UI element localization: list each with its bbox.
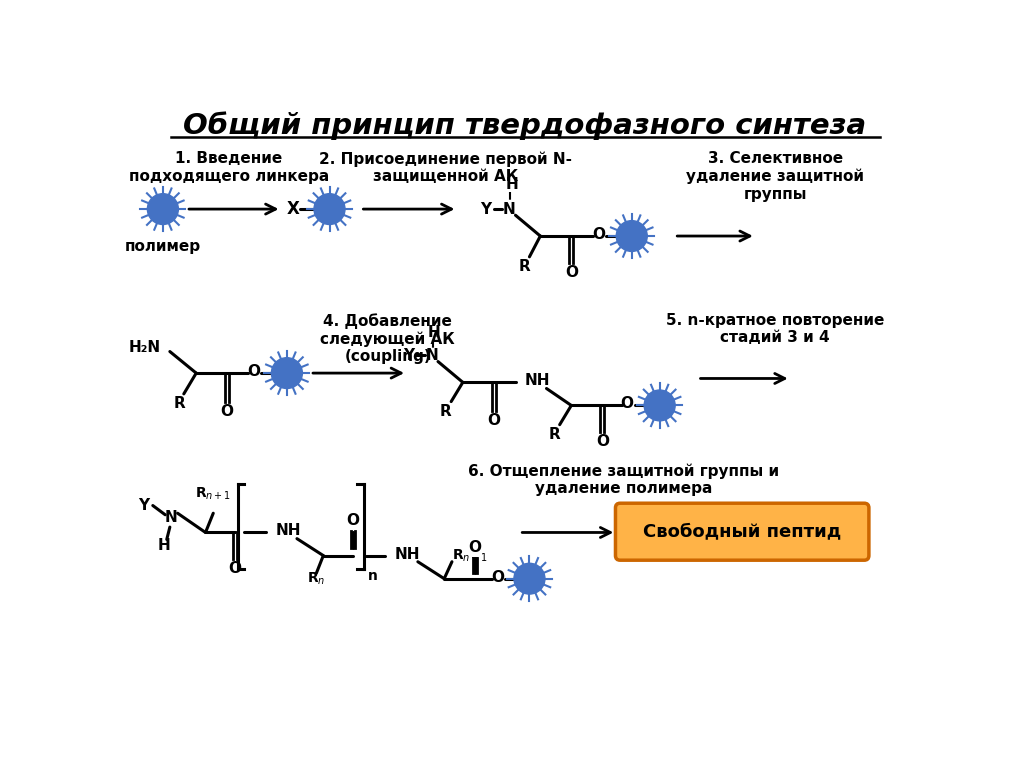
Text: Общий принцип твердофазного синтеза: Общий принцип твердофазного синтеза [183,111,866,140]
Text: 1. Введение
подходящего линкера: 1. Введение подходящего линкера [129,151,329,184]
Text: R$_n$: R$_n$ [307,571,326,587]
Text: 5. n-кратное повторение
стадий 3 и 4: 5. n-кратное повторение стадий 3 и 4 [666,313,885,345]
Text: O: O [596,434,609,449]
Circle shape [514,563,545,594]
Text: O: O [592,227,605,242]
Text: R$_{n-1}$: R$_{n-1}$ [452,548,488,564]
Text: R: R [519,259,530,275]
Text: H: H [428,324,440,340]
Text: Y: Y [138,498,150,513]
Text: N: N [503,202,516,216]
Text: полимер: полимер [125,239,201,254]
Text: O: O [346,513,359,528]
Text: R: R [173,397,185,411]
Text: Y: Y [480,202,492,216]
Text: N: N [425,348,438,363]
Circle shape [147,194,178,225]
Text: Свободный пептид: Свободный пептид [643,522,841,541]
Text: R$_{n+1}$: R$_{n+1}$ [196,486,231,502]
Text: H: H [505,177,518,192]
Text: Y: Y [403,348,414,363]
Circle shape [271,357,302,389]
Text: NH: NH [394,547,420,561]
Circle shape [314,194,345,225]
Text: H: H [158,538,170,553]
Text: O: O [621,397,634,411]
Text: O: O [228,561,242,576]
Text: O: O [247,364,260,379]
Text: O: O [565,265,578,280]
Text: X: X [287,200,299,218]
Text: 4. Добавление
следующей АК
(coupling): 4. Добавление следующей АК (coupling) [321,313,455,364]
Text: O: O [492,570,504,584]
Text: NH: NH [275,523,301,538]
Circle shape [616,221,647,252]
Text: N: N [165,510,178,525]
Text: 6. Отщепление защитной группы и
удаление полимера: 6. Отщепление защитной группы и удаление… [468,463,779,496]
Text: O: O [469,541,481,555]
Text: n: n [369,568,378,583]
FancyBboxPatch shape [615,503,869,560]
Circle shape [644,390,675,421]
Text: 3. Селективное
удаление защитной
группы: 3. Селективное удаление защитной группы [686,151,864,202]
Text: R: R [440,404,452,419]
Text: O: O [221,404,233,419]
Text: 2. Присоединение первой N-
защищенной АК: 2. Присоединение первой N- защищенной АК [319,151,572,184]
Text: H₂N: H₂N [128,341,161,355]
Text: O: O [487,413,501,427]
Text: R: R [549,427,560,443]
Text: NH: NH [524,374,550,388]
